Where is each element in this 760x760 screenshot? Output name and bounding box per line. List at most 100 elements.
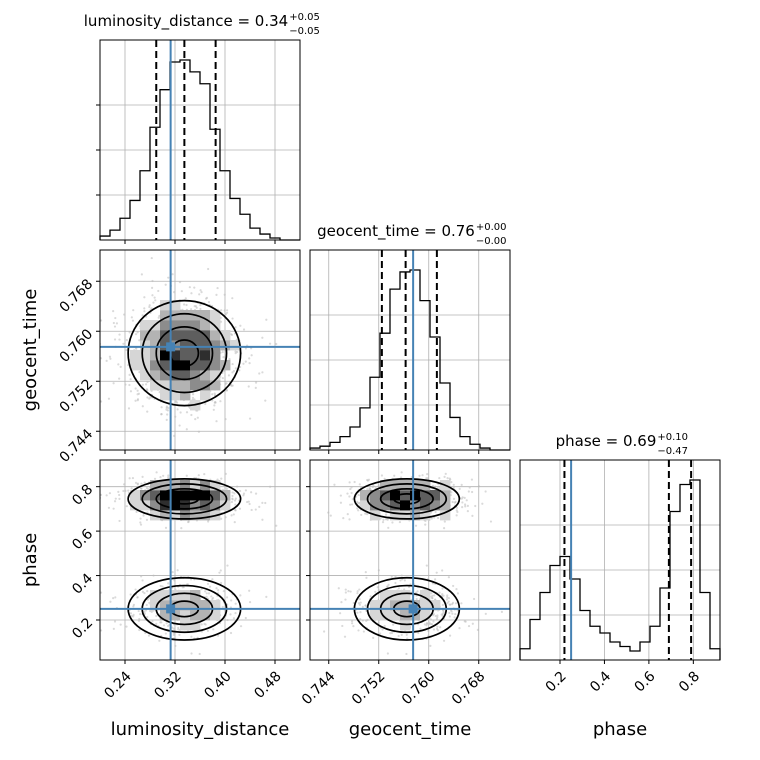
sample-point <box>351 498 354 501</box>
sample-point <box>195 306 198 309</box>
sample-point <box>250 508 253 512</box>
sample-point <box>208 585 212 588</box>
density-cell <box>150 330 161 341</box>
sample-point <box>176 408 179 411</box>
sample-point <box>224 382 227 385</box>
sample-point <box>153 477 157 480</box>
sample-point <box>350 619 354 623</box>
sample-point <box>424 523 427 526</box>
sample-point <box>352 625 355 628</box>
x-tick-label-phase: 0.8 <box>676 668 703 695</box>
sample-point <box>357 509 360 512</box>
sample-point <box>118 493 121 497</box>
sample-point <box>114 596 117 599</box>
sample-point <box>386 652 389 655</box>
x-tick-label-luminosity_distance: 0.24 <box>101 668 134 701</box>
sample-point <box>418 474 421 477</box>
density-cell <box>370 490 381 501</box>
sample-point <box>100 357 103 360</box>
sample-point <box>366 512 369 516</box>
density-cell <box>370 610 381 621</box>
density-cell <box>180 310 191 321</box>
sample-point <box>339 612 342 615</box>
y-axis-label-phase: phase <box>20 533 41 587</box>
density-cell <box>140 330 151 341</box>
sample-point <box>199 289 202 292</box>
sample-point <box>221 377 224 380</box>
density-cell <box>160 300 171 311</box>
sample-point <box>435 627 439 630</box>
density-cell <box>180 340 191 351</box>
density-cell <box>210 360 221 371</box>
sample-point <box>146 590 149 593</box>
contour-level <box>141 312 228 394</box>
sample-point <box>474 504 477 508</box>
sample-point <box>349 487 352 491</box>
sample-point <box>361 619 364 622</box>
sample-point <box>226 618 229 622</box>
sample-point <box>261 501 264 504</box>
density-cell <box>180 500 191 511</box>
sample-point <box>358 483 361 486</box>
sample-point <box>464 505 467 508</box>
sample-point <box>452 584 455 588</box>
sample-point <box>117 363 120 366</box>
density-cell <box>170 330 181 341</box>
sample-point <box>130 316 133 319</box>
sample-point <box>442 594 445 597</box>
density-cell <box>130 500 141 511</box>
sample-point <box>138 628 141 632</box>
sample-point <box>470 478 474 481</box>
sample-point <box>382 518 385 521</box>
sample-point <box>207 267 210 271</box>
sample-point <box>434 510 437 514</box>
density-cell <box>370 500 381 511</box>
grid-phase <box>520 460 720 660</box>
sample-point <box>228 358 231 361</box>
sample-point <box>244 360 247 363</box>
sample-point <box>151 294 154 297</box>
sample-point <box>397 587 400 590</box>
sample-point <box>128 373 131 377</box>
sample-point <box>227 374 231 377</box>
sample-point <box>234 497 237 500</box>
sample-point <box>157 316 160 319</box>
density-cell <box>210 310 221 321</box>
sample-point <box>467 624 471 628</box>
sample-point <box>428 622 431 626</box>
x-tick-label-geocent_time: 0.768 <box>449 668 489 708</box>
sample-point <box>138 617 141 621</box>
sample-point <box>436 616 439 619</box>
density-cell <box>430 600 441 611</box>
sample-point <box>134 387 137 390</box>
sample-point <box>481 502 484 505</box>
sample-point <box>231 297 234 300</box>
sample-point <box>425 621 429 625</box>
density-cell <box>440 510 451 521</box>
x-tick-label-phase: 0.6 <box>632 668 659 695</box>
density-cell <box>180 390 191 401</box>
sample-point <box>193 286 196 289</box>
sample-point <box>359 618 362 621</box>
y-tick-label-phase: 0.6 <box>69 526 96 553</box>
sample-point <box>359 601 362 604</box>
sample-point <box>344 588 347 591</box>
density-cell <box>400 500 411 511</box>
density-cell <box>420 610 431 621</box>
sample-point <box>369 595 372 598</box>
density-cell <box>200 310 211 321</box>
sample-point <box>419 627 422 630</box>
sample-point <box>119 365 122 368</box>
sample-point <box>100 400 103 403</box>
sample-point <box>141 314 144 317</box>
x-tick-label-phase: 0.4 <box>587 668 614 695</box>
sample-point <box>374 590 377 593</box>
sample-point <box>148 304 151 307</box>
sample-point <box>164 526 168 529</box>
title-text-phase: phase = 0.69 <box>556 432 657 450</box>
sample-point <box>231 371 234 374</box>
x-axis-label-luminosity_distance: luminosity_distance <box>111 719 290 740</box>
sample-point <box>476 628 479 631</box>
sample-point <box>100 591 103 594</box>
sample-point <box>394 575 397 578</box>
